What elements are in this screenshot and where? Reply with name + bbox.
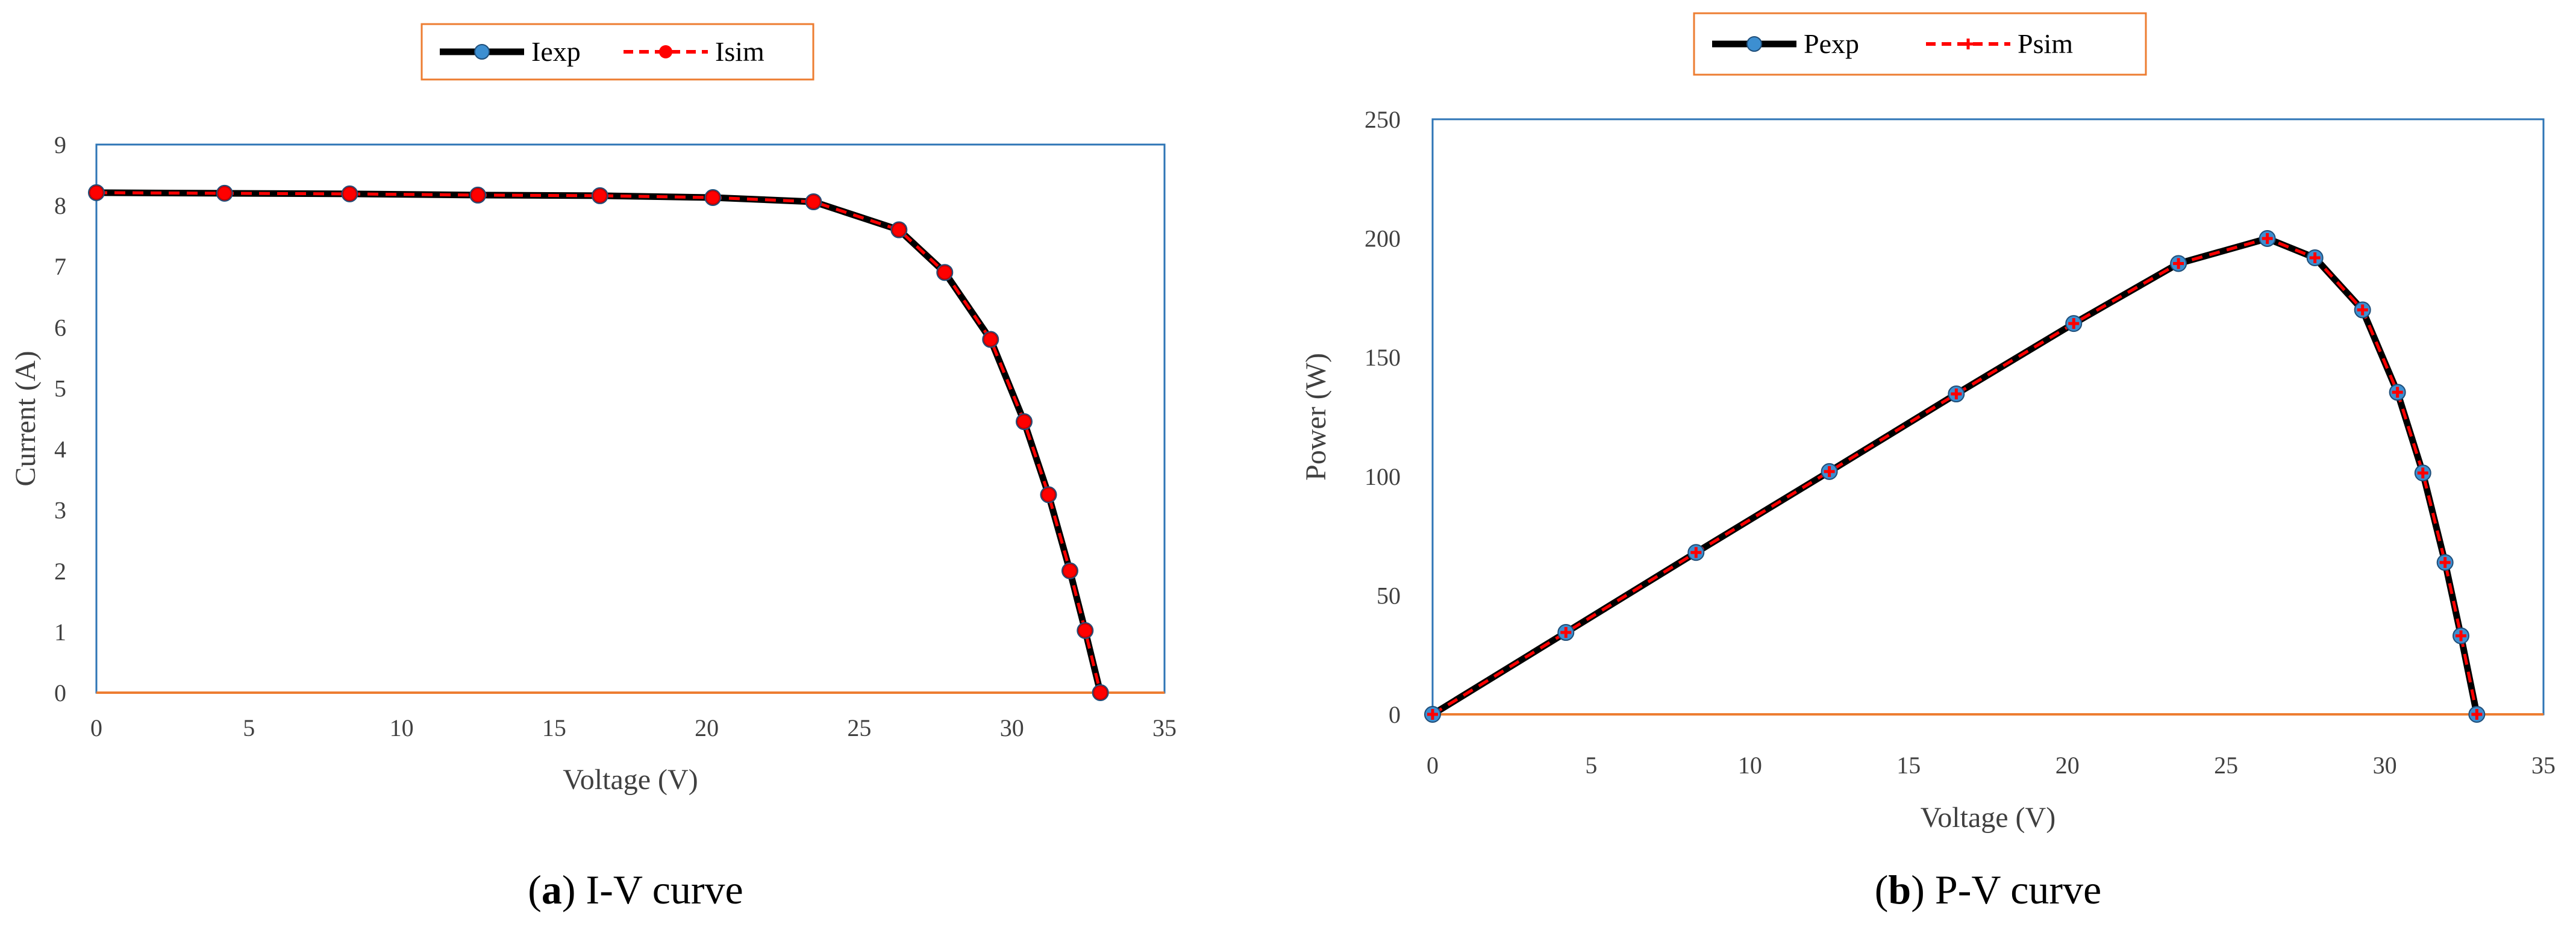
- data-point-isim: [892, 222, 907, 237]
- data-point-psim: [2439, 557, 2451, 568]
- x-tick-label: 35: [1152, 714, 1177, 741]
- data-point-isim: [1093, 685, 1108, 700]
- chart-iv: 0 5 10 15 20 25 30 35 0 1 2 3 4 5 6 7 8 9 Voltage (V) Curre…: [10, 23, 1177, 913]
- x-tick-label: 0: [1427, 752, 1439, 779]
- x-tick-label: 30: [1000, 714, 1024, 741]
- x-tick-label: 15: [1896, 752, 1921, 779]
- y-tick-label: 8: [54, 192, 66, 219]
- panel-caption: (a) I-V curve: [528, 867, 743, 913]
- chart-pv: 0 5 10 15 20 25 30 35 0 50 100 150 200 250 Voltage (V)…: [1300, 12, 2556, 913]
- y-tick-label: 100: [1365, 463, 1401, 490]
- data-point-isim: [1041, 487, 1056, 502]
- legend-label-psim: Psim: [2018, 28, 2073, 59]
- x-axis-label: Voltage (V): [563, 764, 698, 796]
- data-point-psim: [1824, 466, 1835, 477]
- x-tick-label: 10: [1738, 752, 1762, 779]
- data-point-isim: [937, 265, 952, 280]
- data-point-psim: [2309, 252, 2321, 264]
- y-tick-label: 0: [54, 679, 66, 707]
- data-point-psim: [1427, 709, 1438, 720]
- legend-marker-isim: [659, 45, 672, 58]
- legend-marker-psim: [1963, 39, 1974, 49]
- panel-caption: (b) P-V curve: [1875, 867, 2101, 913]
- x-tick-label: 30: [2373, 752, 2397, 779]
- x-tick-label: 10: [390, 714, 414, 741]
- legend-marker-pexp: [1746, 36, 1762, 52]
- y-axis-label: Current (A): [10, 351, 42, 486]
- data-point-isim: [1078, 623, 1093, 638]
- y-tick-label: 150: [1365, 344, 1401, 371]
- y-axis-label: Power (W): [1300, 353, 1332, 481]
- legend-label-pexp: Pexp: [1804, 28, 1859, 59]
- data-point-isim: [806, 195, 821, 210]
- data-point-isim: [89, 185, 104, 200]
- x-tick-label: 15: [542, 714, 566, 741]
- plot-area: [1431, 118, 2545, 716]
- y-tick-label: 6: [54, 314, 66, 341]
- y-tick-label: 3: [54, 497, 66, 524]
- legend-label-isim: Isim: [715, 36, 764, 67]
- data-point-isim: [1016, 414, 1031, 429]
- y-tick-label: 200: [1365, 225, 1401, 252]
- y-tick-label: 9: [54, 131, 66, 158]
- data-point-psim: [2068, 318, 2080, 329]
- plot-area: [95, 143, 1166, 694]
- data-point-isim: [592, 188, 607, 203]
- y-tick-label: 250: [1365, 106, 1401, 133]
- data-point-psim: [1560, 627, 1572, 638]
- data-point-psim: [2471, 709, 2483, 720]
- y-tick-label: 2: [54, 558, 66, 585]
- data-point-isim: [705, 190, 721, 205]
- legend-marker-iexp: [474, 44, 490, 60]
- y-tick-label: 1: [54, 619, 66, 646]
- data-point-psim: [2357, 304, 2368, 316]
- series-line-isim: [96, 191, 1102, 693]
- data-point-isim: [342, 186, 357, 201]
- data-point-psim: [2456, 630, 2467, 641]
- data-point-isim: [983, 332, 998, 347]
- x-axis-label: Voltage (V): [1921, 802, 2055, 834]
- data-point-psim: [2417, 467, 2428, 479]
- data-point-psim: [1690, 547, 1702, 558]
- x-tick-label: 25: [847, 714, 871, 741]
- y-tick-label: 4: [54, 436, 66, 463]
- x-tick-label: 35: [2531, 752, 2556, 779]
- y-tick-label: 7: [54, 253, 66, 280]
- data-point-isim: [217, 186, 232, 201]
- x-tick-label: 20: [2055, 752, 2080, 779]
- y-tick-label: 0: [1389, 701, 1401, 728]
- y-tick-label: 50: [1377, 582, 1401, 609]
- y-tick-label: 5: [54, 375, 66, 402]
- x-tick-label: 0: [90, 714, 102, 741]
- data-point-psim: [2262, 232, 2273, 244]
- series-line-pexp: [1429, 235, 2480, 718]
- legend: Iexp Isim: [420, 23, 814, 81]
- x-tick-label: 20: [695, 714, 719, 741]
- data-point-psim: [1951, 388, 1962, 400]
- data-point-psim: [2173, 258, 2184, 269]
- x-tick-label: 5: [1585, 752, 1597, 779]
- legend-label-iexp: Iexp: [531, 36, 581, 67]
- legend: Pexp Psim: [1693, 12, 2147, 76]
- series-line-psim: [1431, 237, 2478, 716]
- data-point-psim: [2392, 387, 2403, 398]
- data-point-isim: [470, 187, 486, 202]
- data-point-isim: [1062, 563, 1077, 578]
- x-tick-label: 5: [243, 714, 255, 741]
- x-tick-label: 25: [2214, 752, 2238, 779]
